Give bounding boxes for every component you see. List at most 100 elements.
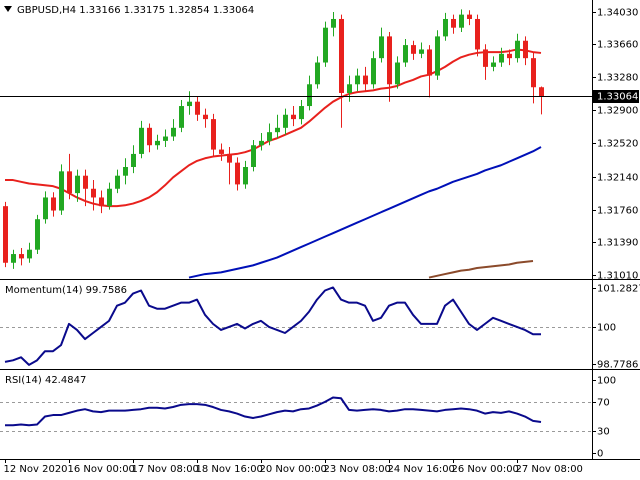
candle-body [491, 62, 496, 67]
moving-average [5, 48, 542, 208]
x-tick-label: 17 Nov 08:00 [132, 464, 199, 475]
candle-body [3, 206, 8, 263]
candle-body [331, 18, 336, 28]
candle-body [299, 106, 304, 120]
y-tick-label: 0 [597, 449, 603, 460]
y-tick-label: 70 [597, 398, 610, 409]
menu-triangle [4, 6, 12, 12]
y-tick-label: 30 [597, 427, 610, 438]
candle-body [11, 254, 16, 263]
candle-body [179, 106, 184, 128]
candle-body [371, 58, 376, 85]
chart-title: GBPUSD,H4 1.33166 1.33175 1.32854 1.3306… [17, 5, 254, 16]
candle-body [219, 149, 224, 154]
candle-body [107, 188, 112, 207]
candle-body [307, 84, 312, 107]
candle-body [99, 197, 104, 207]
candle-body [395, 62, 400, 85]
y-tick-label: 1.33660 [597, 40, 638, 51]
candle-body [259, 140, 264, 146]
candle-body [459, 14, 464, 28]
candle-body [523, 40, 528, 59]
candle-body [467, 14, 472, 19]
candle-body [59, 171, 64, 211]
candle-body [403, 45, 408, 63]
current-price-label: 1.33064 [597, 92, 638, 103]
candle-body [475, 18, 480, 50]
candle-body [51, 197, 56, 211]
y-tick-label: 100 [597, 323, 616, 334]
candle-body [67, 171, 72, 194]
moving-average [428, 260, 534, 279]
candle-body [251, 145, 256, 167]
x-tick-label: 12 Nov 2020 [4, 464, 68, 475]
candle-body [411, 45, 416, 54]
candle-body [195, 101, 200, 115]
candle-body [35, 219, 40, 250]
x-tick-label: 23 Nov 08:00 [324, 464, 391, 475]
candle-body [379, 36, 384, 59]
indicator-line [4, 286, 542, 366]
candle-body [347, 84, 352, 93]
candle-body [291, 114, 296, 120]
y-tick-label: 100 [597, 376, 616, 387]
candle-body [315, 62, 320, 85]
moving-average [188, 146, 542, 279]
candle-body [211, 119, 216, 150]
candle-body [147, 127, 152, 146]
candle-body [243, 166, 248, 185]
candle-body [187, 101, 192, 107]
candle-body [27, 249, 32, 259]
candle-body [451, 18, 456, 28]
y-tick-label: 1.31760 [597, 206, 638, 217]
candle-body [531, 58, 536, 88]
x-tick-label: 26 Nov 00:00 [452, 464, 519, 475]
x-tick-label: 16 Nov 00:00 [68, 464, 135, 475]
x-tick-label: 27 Nov 08:00 [516, 464, 583, 475]
candle-body [155, 140, 160, 146]
y-tick-label: 1.34030 [597, 8, 638, 19]
candle-body [19, 254, 24, 259]
y-tick-label: 101.2827 [597, 284, 640, 295]
candle-body [227, 153, 232, 163]
x-tick-label: 18 Nov 16:00 [196, 464, 263, 475]
candle-body [515, 40, 520, 59]
candle-body [499, 53, 504, 63]
candle-body [131, 153, 136, 167]
candle-body [443, 18, 448, 37]
candle-body [267, 132, 272, 141]
candle-body [83, 175, 88, 189]
y-tick-label: 98.7786 [597, 360, 638, 371]
x-tick-label: 24 Nov 16:00 [388, 464, 455, 475]
y-tick-label: 1.32900 [597, 106, 638, 117]
candle-body [43, 197, 48, 220]
candle-body [275, 127, 280, 133]
indicator-title: RSI(14) 42.4847 [5, 375, 86, 386]
candle-body [163, 136, 168, 141]
y-tick-label: 1.31390 [597, 238, 638, 249]
indicator-line [5, 396, 542, 427]
candle-body [171, 127, 176, 137]
candle-body [483, 49, 488, 67]
indicator-title: Momentum(14) 99.7586 [5, 285, 127, 296]
candle-body [387, 36, 392, 85]
candle-body [283, 114, 288, 128]
candle-body [435, 36, 440, 76]
y-tick-label: 1.32140 [597, 173, 638, 184]
y-tick-label: 1.33280 [597, 73, 638, 84]
candle-body [355, 75, 360, 85]
candle-body [123, 166, 128, 176]
candle-body [235, 162, 240, 185]
candle-body [115, 175, 120, 189]
current-price-box [593, 90, 639, 103]
x-tick-label: 20 Nov 00:00 [260, 464, 327, 475]
candle-body [339, 18, 344, 93]
candle-body [419, 49, 424, 54]
candle-body [323, 27, 328, 63]
y-tick-label: 1.32520 [597, 139, 638, 150]
candle-body [139, 127, 144, 154]
candle-body [539, 87, 544, 97]
candle-body [203, 114, 208, 120]
